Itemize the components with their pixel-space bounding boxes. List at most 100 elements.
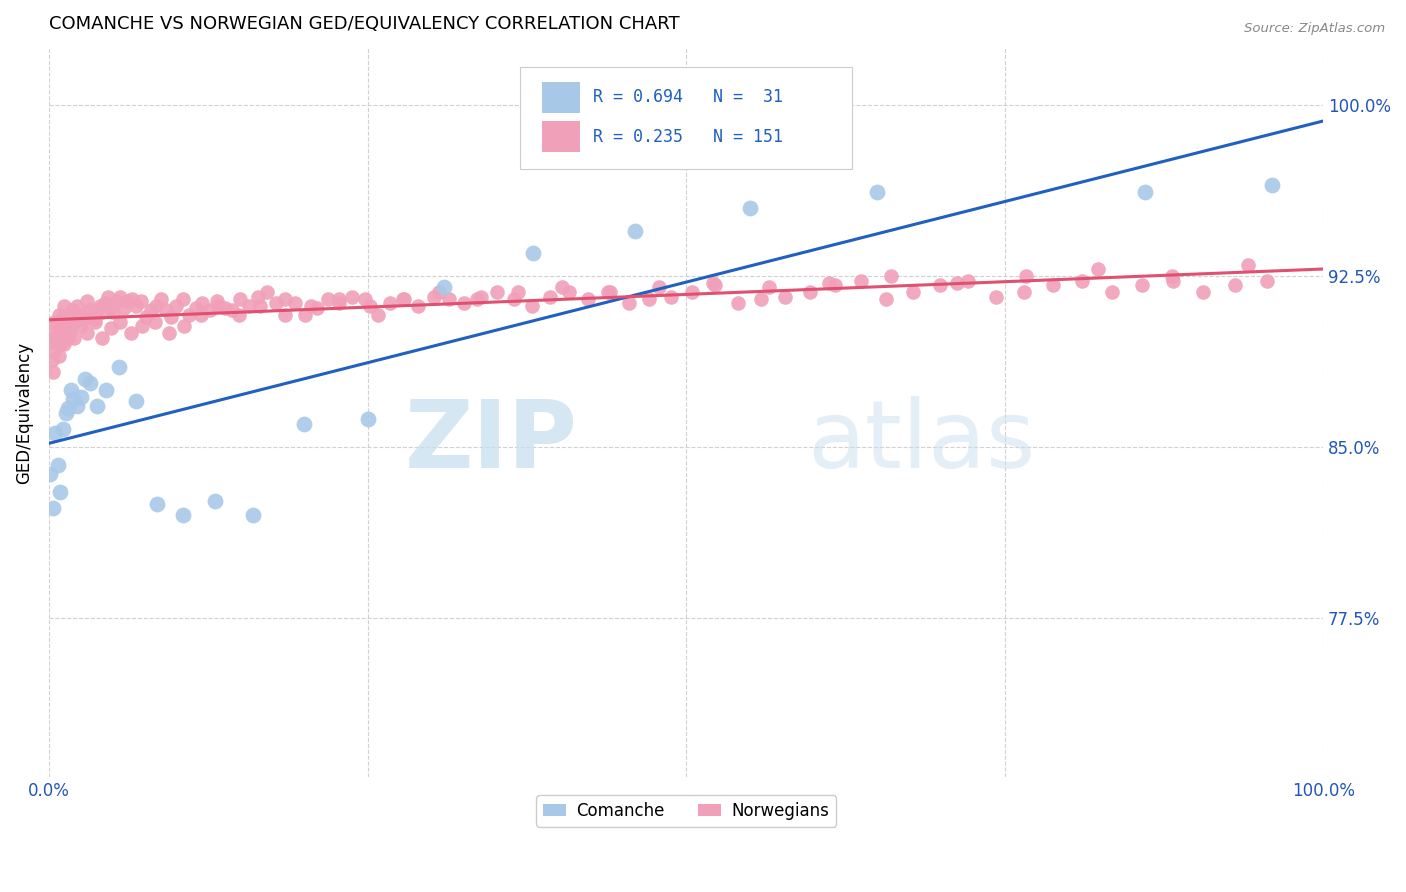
Point [624, 223, 647, 237]
Point [129, 294, 152, 309]
Point [204, 494, 226, 508]
Point [638, 292, 661, 306]
Point [207, 299, 229, 313]
Point [503, 292, 526, 306]
Point [433, 280, 456, 294]
Point [83, 315, 105, 329]
Point [875, 292, 897, 306]
Point [292, 417, 315, 431]
Point [55, 326, 77, 340]
Point [120, 326, 142, 340]
Point [1160, 269, 1182, 284]
Point [53, 337, 76, 351]
Point [486, 285, 509, 299]
Point [76, 294, 98, 309]
Point [824, 278, 846, 293]
Point [1130, 278, 1153, 293]
Point [1256, 274, 1278, 288]
Point [76, 326, 98, 340]
Point [69, 312, 91, 326]
Point [145, 299, 167, 313]
Point [98, 301, 121, 315]
Point [817, 276, 839, 290]
Point [191, 296, 214, 310]
Point [264, 296, 287, 310]
Point [538, 289, 561, 303]
Point [41, 353, 63, 368]
Point [648, 280, 671, 294]
Point [249, 299, 271, 313]
Point [91, 305, 114, 319]
Point [155, 303, 177, 318]
Point [86, 399, 108, 413]
Point [56, 401, 79, 416]
Point [294, 308, 316, 322]
Point [328, 292, 350, 306]
Point [380, 296, 402, 310]
Point [284, 296, 307, 310]
Point [1261, 178, 1284, 192]
Point [44, 426, 66, 441]
Point [55, 406, 77, 420]
Point [110, 289, 132, 303]
Point [423, 289, 446, 303]
Point [39, 335, 62, 350]
Point [100, 321, 122, 335]
Point [112, 301, 135, 315]
Point [1012, 285, 1035, 299]
Point [105, 294, 128, 309]
Point [108, 360, 131, 375]
Point [79, 376, 101, 390]
Point [880, 269, 903, 284]
Point [354, 292, 377, 306]
Point [60, 303, 83, 318]
Point [956, 274, 979, 288]
Point [799, 285, 821, 299]
Point [190, 308, 212, 322]
Point [437, 292, 460, 306]
Point [69, 390, 91, 404]
Point [48, 308, 70, 322]
Point [66, 399, 89, 413]
FancyBboxPatch shape [543, 82, 581, 112]
Point [49, 485, 72, 500]
Point [1087, 262, 1109, 277]
Point [121, 292, 143, 306]
Point [984, 289, 1007, 303]
Point [408, 299, 430, 313]
Point [617, 296, 640, 310]
Point [124, 394, 146, 409]
Point [42, 315, 65, 329]
Point [1101, 285, 1123, 299]
Point [849, 274, 872, 288]
Point [73, 371, 96, 385]
Point [63, 308, 86, 322]
Point [70, 308, 93, 322]
Point [520, 299, 543, 313]
Point [506, 285, 529, 299]
Point [63, 330, 86, 344]
Point [42, 501, 65, 516]
Point [73, 312, 96, 326]
Point [42, 344, 65, 359]
Point [56, 315, 79, 329]
Point [45, 315, 67, 329]
Point [205, 294, 228, 309]
Point [160, 310, 183, 324]
Point [356, 412, 378, 426]
Point [139, 303, 162, 318]
Point [48, 349, 70, 363]
Point [229, 292, 252, 306]
Legend: Comanche, Norwegians: Comanche, Norwegians [536, 796, 835, 827]
Point [392, 292, 415, 306]
Point [58, 321, 80, 335]
Text: atlas: atlas [807, 396, 1035, 488]
Point [58, 326, 80, 340]
Point [465, 292, 488, 306]
Point [42, 365, 65, 379]
Point [775, 289, 797, 303]
Point [1015, 269, 1038, 284]
Point [228, 308, 250, 322]
FancyBboxPatch shape [543, 121, 581, 152]
Point [97, 289, 120, 303]
